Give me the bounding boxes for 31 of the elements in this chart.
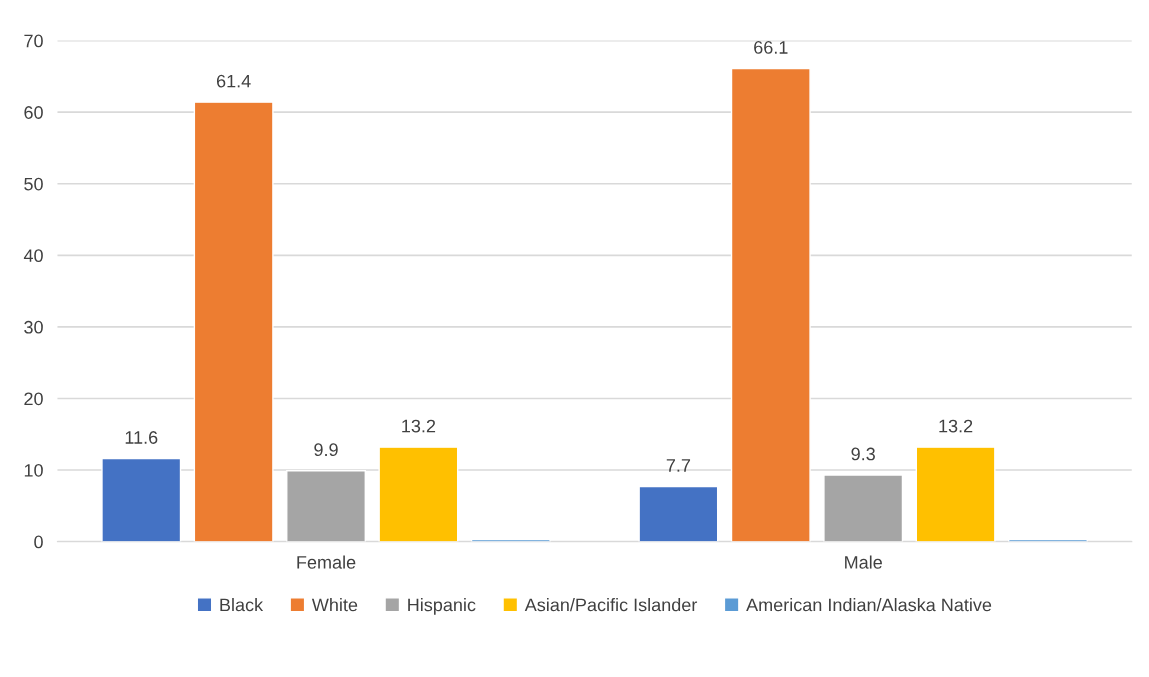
data-label: 11.6 bbox=[125, 431, 158, 444]
y-tick-label: 60 bbox=[24, 106, 43, 119]
bar bbox=[286, 470, 366, 542]
y-tick-label: 30 bbox=[24, 320, 43, 334]
legend-label: American Indian/Alaska Native bbox=[746, 598, 992, 612]
y-tick-label: 10 bbox=[24, 463, 43, 477]
data-label: 61.4 bbox=[216, 74, 251, 88]
bar bbox=[915, 446, 996, 542]
y-tick-label: 70 bbox=[24, 34, 43, 48]
data-label: 7.7 bbox=[666, 459, 691, 472]
legend-label: White bbox=[311, 598, 358, 612]
bar bbox=[101, 457, 182, 542]
y-tick-label: 40 bbox=[23, 249, 43, 263]
y-tick-label: 0 bbox=[34, 535, 43, 549]
data-label: 13.2 bbox=[939, 419, 973, 433]
y-tick-label: 50 bbox=[24, 177, 43, 191]
bar bbox=[638, 485, 719, 542]
bar bbox=[378, 446, 459, 542]
x-tick-label: Male bbox=[845, 555, 882, 569]
legend-label: Black bbox=[220, 598, 264, 612]
data-label: 9.9 bbox=[314, 443, 338, 457]
data-label: 66.1 bbox=[754, 41, 788, 54]
bar bbox=[730, 67, 811, 542]
data-label: 9.3 bbox=[851, 447, 875, 461]
data-label: 13.2 bbox=[402, 419, 436, 433]
y-tick-label: 20 bbox=[24, 392, 43, 406]
bar bbox=[823, 474, 904, 542]
bar bbox=[193, 101, 274, 542]
x-tick-label: Female bbox=[297, 555, 356, 569]
legend-label: Hispanic bbox=[408, 598, 476, 615]
legend-label: Asian/Pacific Islander bbox=[524, 598, 698, 612]
